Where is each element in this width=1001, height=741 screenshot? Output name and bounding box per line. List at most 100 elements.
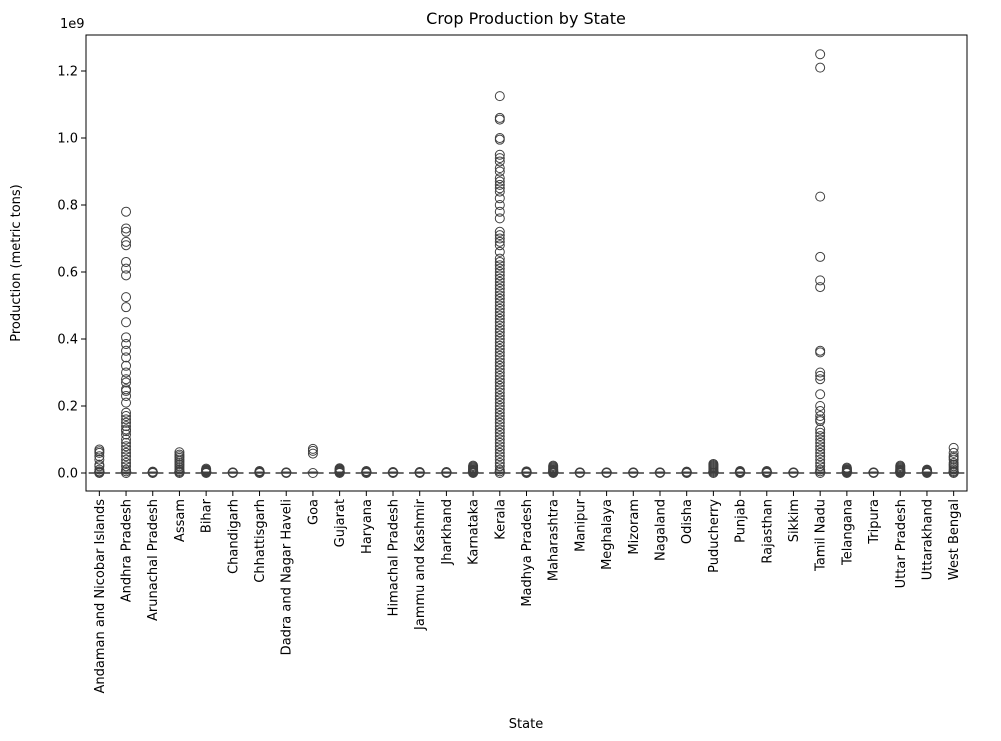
outlier-point	[494, 394, 505, 405]
outlier-point	[494, 179, 505, 190]
outlier-point	[494, 414, 505, 425]
outlier-point	[494, 468, 505, 478]
outlier-point	[94, 461, 105, 472]
box-group	[275, 467, 297, 478]
x-tick-label: Uttar Pradesh	[894, 499, 909, 588]
outlier-point	[494, 457, 505, 468]
x-tick-label: West Bengal	[947, 499, 962, 580]
outlier-point	[281, 468, 292, 478]
outlier-point	[121, 367, 132, 378]
outlier-point	[948, 447, 959, 458]
box-group	[168, 447, 191, 478]
plot-frame	[85, 34, 968, 492]
outlier-point	[494, 307, 505, 318]
outlier-point	[121, 444, 132, 455]
outlier-point	[895, 468, 906, 478]
outlier-point	[494, 166, 505, 177]
outlier-point	[121, 374, 132, 385]
outlier-point	[121, 302, 132, 313]
outlier-point	[494, 310, 505, 321]
x-tick-label: Jammu and Kashmir	[413, 498, 428, 631]
outlier-point	[494, 176, 505, 187]
outlier-point	[494, 277, 505, 288]
box-group	[435, 466, 458, 478]
outlier-point	[815, 461, 826, 472]
outlier-point	[548, 468, 559, 478]
outlier-point	[494, 317, 505, 328]
outlier-point	[494, 186, 505, 197]
x-tick-label: Andaman and Nicobar Islands	[93, 499, 108, 694]
box-group	[862, 467, 885, 478]
outlier-point	[494, 444, 505, 455]
x-axis: Andaman and Nicobar Islands Andhra Prades…	[93, 491, 962, 694]
outlier-point	[815, 437, 826, 448]
x-tick-label: Bihar	[200, 498, 215, 533]
x-tick-label: Goa	[306, 499, 321, 525]
x-tick-label: Dadra and Nagar Haveli	[280, 499, 295, 655]
outlier-point	[494, 293, 505, 304]
outlier-point	[601, 468, 612, 478]
outlier-point	[815, 401, 826, 411]
x-tick-label: Chhattisgarh	[253, 499, 268, 583]
x-tick-label: Himachal Pradesh	[387, 499, 402, 616]
box-group	[836, 462, 858, 478]
x-tick-label: Karnataka	[467, 499, 482, 565]
outlier-point	[121, 332, 132, 343]
x-tick-label: Sikkim	[787, 499, 802, 542]
outlier-point	[494, 390, 505, 401]
outlier-point	[494, 407, 505, 418]
outlier-point	[654, 468, 665, 478]
outlier-point	[494, 233, 505, 244]
outlier-point	[121, 468, 132, 478]
outlier-point	[708, 468, 719, 478]
y-tick-label: 0.8	[57, 199, 78, 214]
outlier-point	[815, 251, 826, 262]
outlier-point	[494, 431, 505, 442]
outlier-point	[494, 360, 505, 371]
outlier-point	[815, 427, 826, 438]
box-group	[782, 467, 805, 478]
outlier-point	[494, 193, 505, 204]
outlier-point	[494, 334, 505, 344]
x-tick-label: Kerala	[493, 499, 508, 540]
outlier-point	[121, 292, 132, 303]
outlier-point	[494, 367, 505, 378]
outlier-point	[815, 424, 826, 435]
outlier-point	[815, 49, 826, 60]
x-tick-label: Telangana	[840, 499, 855, 566]
outlier-point	[121, 457, 132, 468]
y-axis: 0.0 0.2 0.4 0.6 0.8 1.0 1.2	[57, 65, 86, 482]
outlier-point	[494, 253, 505, 264]
outlier-point	[815, 434, 826, 445]
outlier-point	[121, 397, 132, 408]
x-tick-label: Chandigarh	[226, 499, 241, 574]
y-tick-label: 0.4	[57, 333, 78, 348]
outlier-point	[121, 417, 132, 428]
outlier-point	[494, 236, 505, 247]
outlier-point	[121, 270, 132, 281]
box-group	[569, 467, 591, 478]
outlier-point	[494, 377, 505, 388]
outlier-point	[815, 191, 826, 202]
outlier-point	[94, 454, 105, 465]
outlier-point	[494, 287, 505, 298]
outlier-point	[121, 421, 132, 432]
box-group	[248, 465, 271, 478]
outlier-point	[494, 364, 505, 375]
outlier-point	[494, 290, 505, 301]
outlier-point	[574, 468, 585, 478]
box-group	[702, 458, 725, 478]
outlier-point	[494, 404, 505, 415]
outlier-point	[494, 374, 505, 385]
outlier-point	[334, 468, 345, 478]
outlier-point	[948, 442, 959, 453]
outlier-point	[121, 407, 132, 418]
x-tick-label: Arunachal Pradesh	[146, 499, 161, 621]
x-tick-label: Meghalaya	[600, 499, 615, 570]
outlier-point	[815, 347, 826, 358]
outlier-point	[494, 357, 505, 368]
x-tick-label: Rajasthan	[760, 499, 775, 564]
outlier-point	[494, 344, 505, 355]
outlier-point	[494, 303, 505, 314]
outlier-point	[494, 387, 505, 398]
